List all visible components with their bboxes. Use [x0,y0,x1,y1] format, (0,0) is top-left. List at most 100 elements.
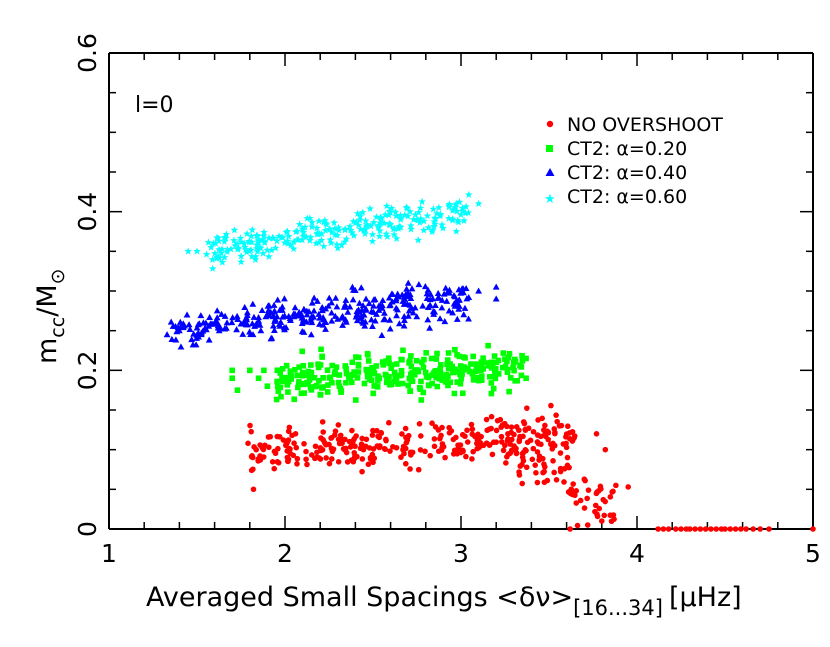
data-point [217,249,226,257]
data-point [300,316,308,323]
data-point [311,374,318,381]
data-point [429,205,438,213]
x-axis-title: Averaged Small Spacings <δν>[16...34] [μH… [146,582,742,620]
data-point [757,526,763,532]
data-point [294,372,300,379]
data-point [290,237,298,246]
data-point [437,366,443,372]
data-point [215,327,223,334]
data-point [462,366,469,373]
data-point [220,253,229,261]
data-point [268,334,276,341]
data-point [542,422,548,429]
data-point [423,294,431,301]
data-point [295,384,301,391]
data-point [507,450,514,456]
data-point [303,448,309,455]
data-point [342,234,351,243]
data-point [328,309,336,316]
data-point [395,381,401,387]
data-point [344,308,352,315]
data-point [306,233,315,241]
data-point [326,460,333,467]
data-point [427,290,434,297]
data-point [450,300,458,307]
data-point [315,217,323,225]
data-point [376,219,385,227]
data-point [333,364,340,370]
data-point [291,304,299,311]
data-point [270,301,278,308]
data-point [300,362,307,369]
x-axis-label: Averaged Small Spacings <δν> [146,582,573,613]
data-point [460,216,468,224]
data-point [354,375,361,381]
data-point [602,498,609,505]
data-point [336,372,343,378]
data-point [237,257,245,266]
data-point [379,359,386,365]
data-point [368,316,375,323]
data-point [284,239,292,247]
data-point [697,526,704,532]
data-point [417,447,424,453]
data-point [488,390,495,397]
data-point [293,444,300,451]
data-point [407,221,415,230]
data-point [385,355,392,362]
data-point [407,294,415,301]
data-point [274,459,281,465]
data-point [519,480,526,487]
data-point [304,381,311,387]
data-point [418,378,424,385]
data-point [255,314,262,321]
data-point [414,208,423,216]
data-point [298,224,307,233]
legend-marker-square [546,145,553,152]
data-point [237,252,245,260]
data-point [404,312,412,319]
data-point [523,375,529,382]
data-point [346,222,354,230]
data-point [355,354,362,361]
data-point [393,312,400,319]
data-point [310,307,318,314]
data-point [221,312,229,319]
data-point [474,374,481,381]
data-point [352,218,361,226]
data-point [504,423,510,430]
data-point [393,444,400,451]
data-point [248,252,256,260]
data-point [334,223,343,231]
data-point [273,237,281,245]
legend-item-no-overshoot: NO OVERSHOOT [546,114,723,136]
data-point [361,229,369,237]
data-point [462,202,470,210]
data-point [708,526,714,532]
data-point [373,310,380,317]
data-point [384,375,390,381]
data-point [320,429,327,435]
data-point [333,303,341,310]
data-points [163,190,816,532]
data-point [491,353,498,359]
svg-text:Averaged Small Spacings <δν>[1: Averaged Small Spacings <δν>[16...34] [μH… [146,582,742,620]
data-point [445,200,454,208]
data-point [506,350,513,357]
data-point [365,352,371,358]
data-point [295,220,304,228]
data-point [321,439,328,446]
data-point [506,388,512,395]
x-tick-label: 3 [453,539,469,568]
data-point [242,245,250,253]
data-point [573,500,580,506]
data-point [340,303,348,310]
data-point [317,391,324,398]
data-point [420,226,428,234]
data-point [237,238,246,246]
data-point [328,299,335,306]
data-point [352,453,358,460]
data-point [460,390,466,397]
data-point [411,210,420,219]
data-point [513,445,519,452]
